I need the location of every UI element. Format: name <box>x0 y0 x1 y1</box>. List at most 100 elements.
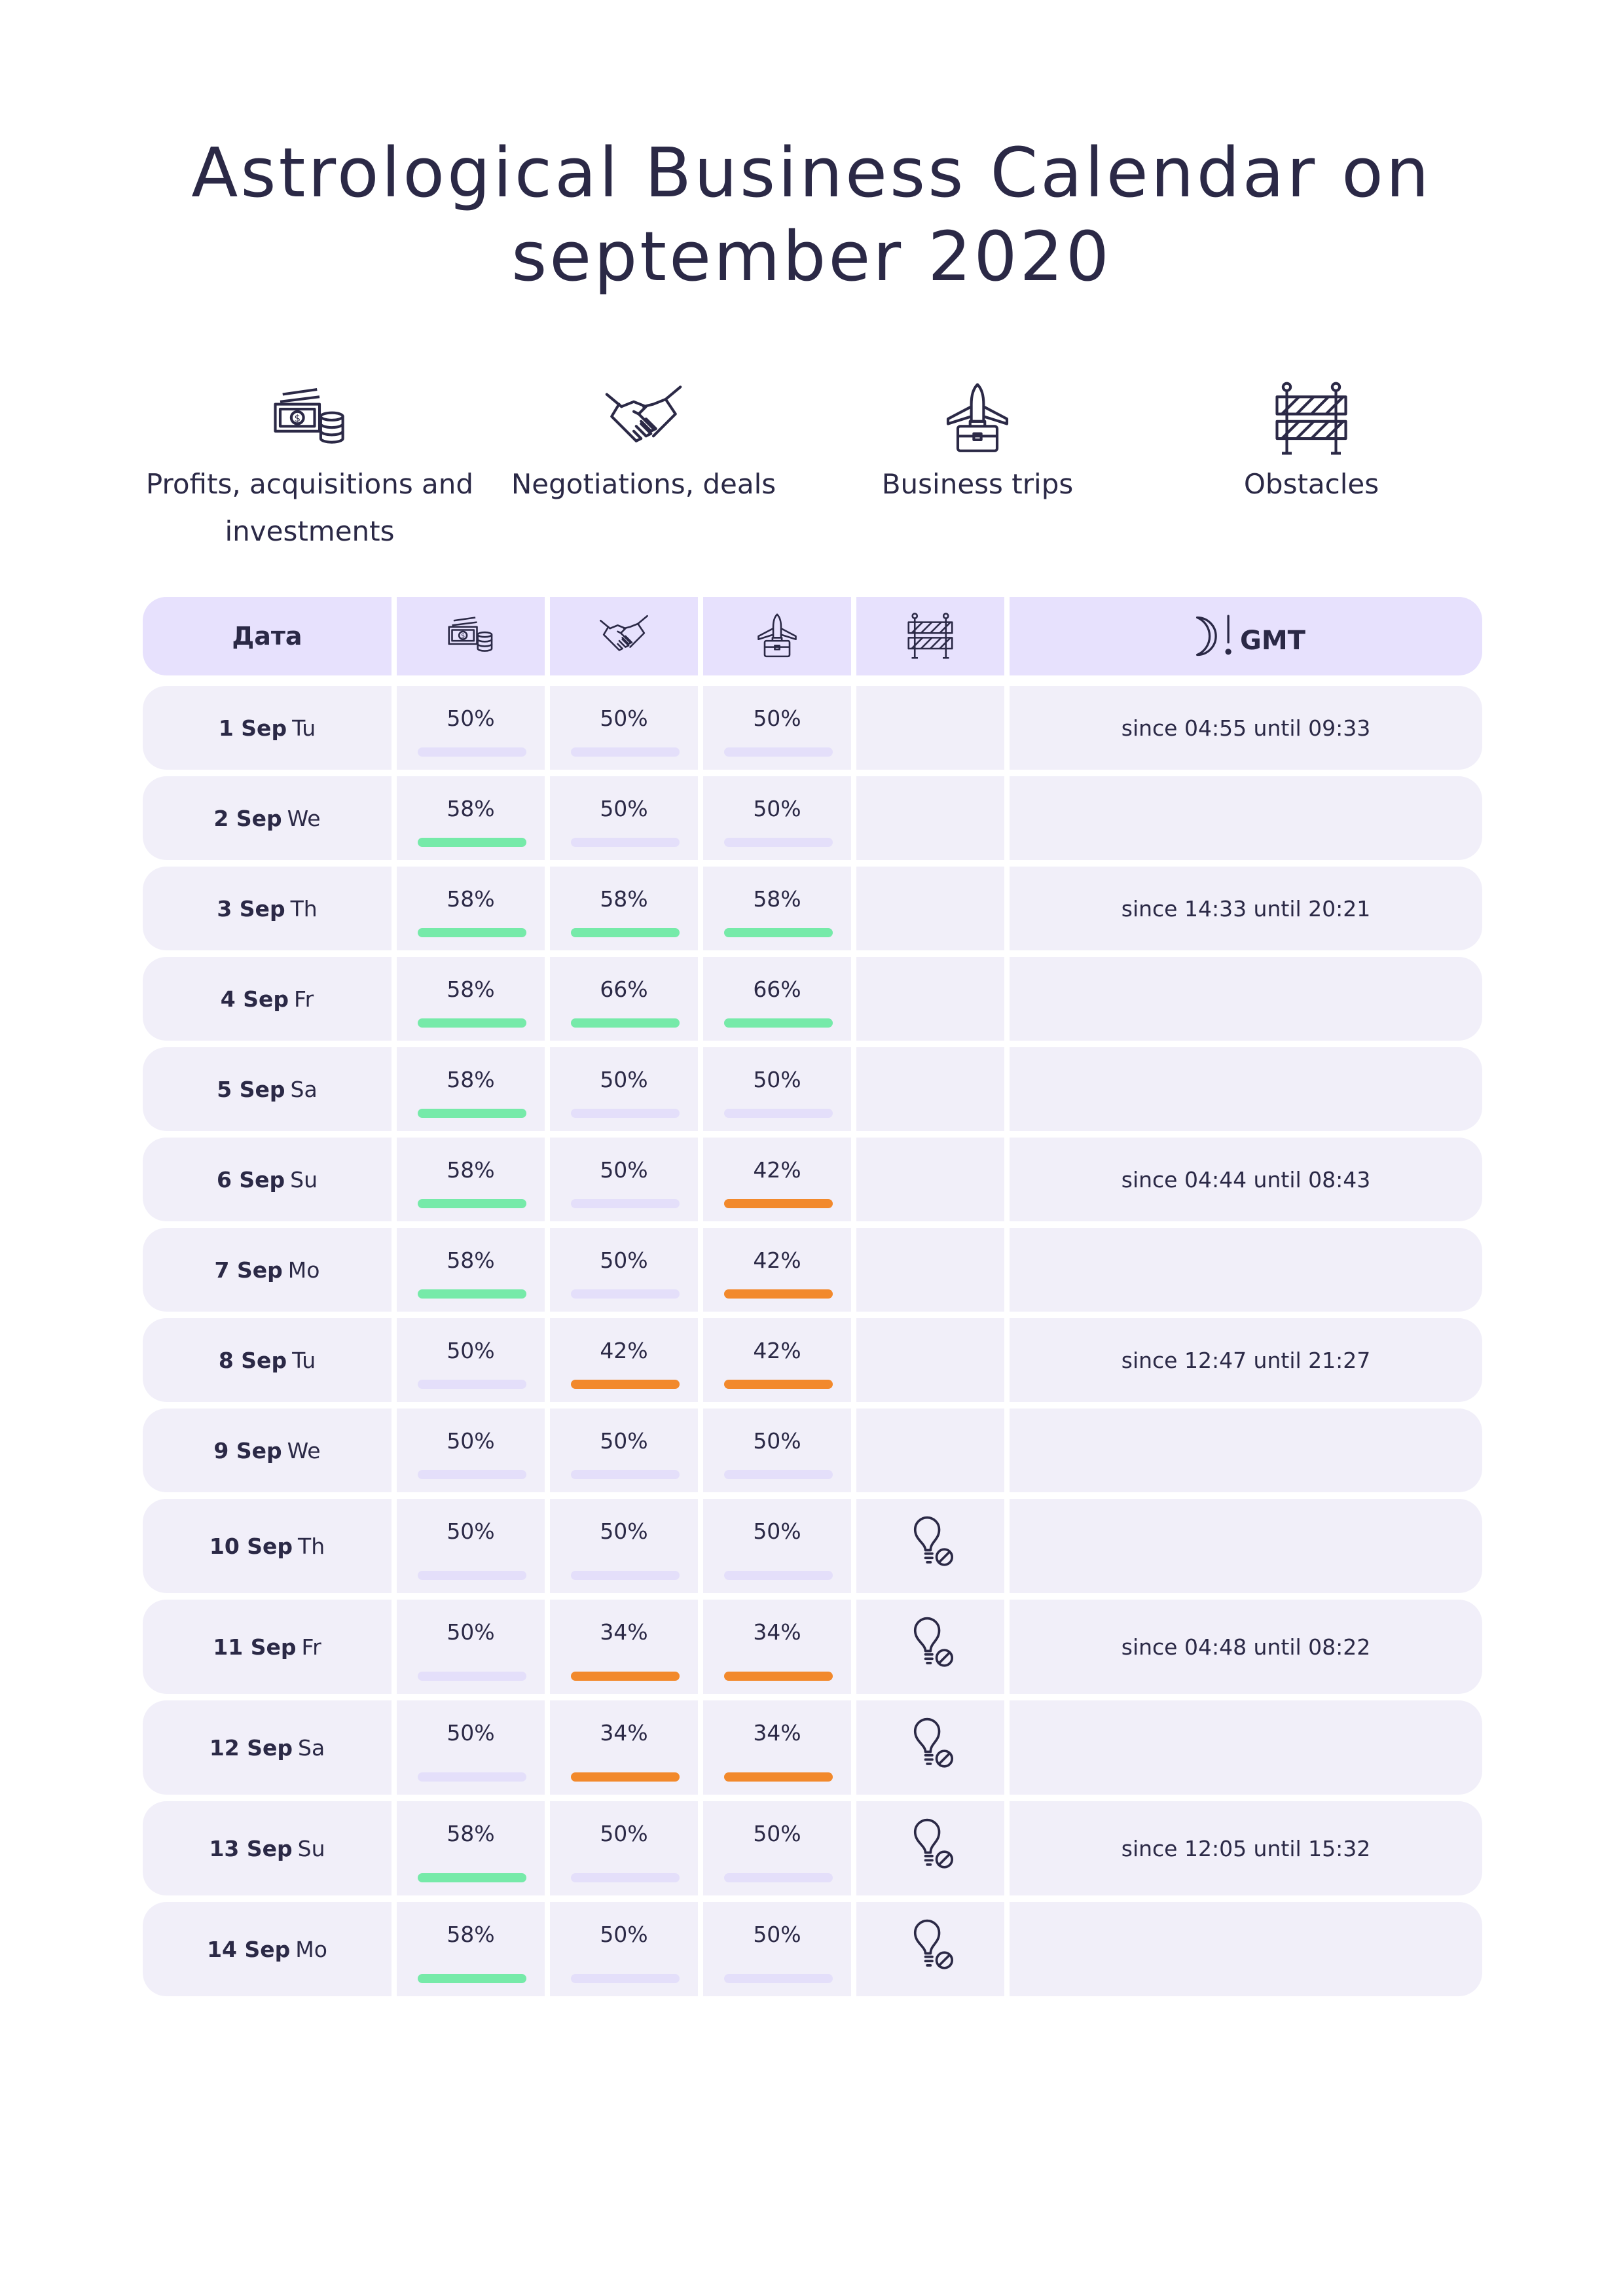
bulb-blocked-icon <box>905 1919 960 1974</box>
row-trips-bar <box>724 1199 833 1208</box>
row-profits-percent: 50% <box>447 1518 495 1544</box>
row-date: 8 Sep Tu <box>143 1318 397 1402</box>
row-deals-bar <box>571 1974 680 1983</box>
legend-item-obstacles: Obstacles <box>1144 380 1478 508</box>
header-profits <box>397 597 550 675</box>
row-profits-percent: 50% <box>447 1428 495 1454</box>
row-day: 9 Sep <box>213 1437 282 1463</box>
row-obstacle-cell <box>856 957 1010 1041</box>
row-trips-percent: 42% <box>753 1247 801 1273</box>
row-deals-bar <box>571 1289 680 1299</box>
row-trips-cell: 58% <box>703 867 856 950</box>
row-day: 11 Sep <box>213 1634 297 1660</box>
row-weekday: We <box>287 805 321 831</box>
barrier-icon <box>1272 380 1351 458</box>
bulb-blocked-icon <box>905 1717 960 1772</box>
row-profits-bar <box>418 747 526 757</box>
row-day: 12 Sep <box>209 1734 293 1761</box>
row-trips-cell: 66% <box>703 957 856 1041</box>
row-profits-cell: 58% <box>397 957 550 1041</box>
row-profits-bar <box>418 1772 526 1782</box>
row-deals-percent: 50% <box>600 1067 648 1092</box>
row-trips-bar <box>724 1974 833 1983</box>
row-profits-bar <box>418 1018 526 1028</box>
row-day: 4 Sep <box>220 986 289 1012</box>
row-obstacle-cell <box>856 1902 1010 1996</box>
row-deals-bar <box>571 838 680 847</box>
row-moon-time: since 04:48 until 08:22 <box>1121 1634 1371 1660</box>
row-day: 3 Sep <box>217 895 285 922</box>
row-weekday: Sa <box>290 1076 318 1102</box>
bulb-blocked-icon <box>905 1818 960 1873</box>
row-deals-percent: 34% <box>600 1720 648 1746</box>
row-deals-cell: 50% <box>550 1499 703 1593</box>
row-date: 12 Sep Sa <box>143 1700 397 1795</box>
row-obstacle-cell <box>856 1499 1010 1593</box>
row-profits-percent: 50% <box>447 1619 495 1645</box>
row-day: 10 Sep <box>209 1533 293 1559</box>
row-trips-cell: 50% <box>703 1408 856 1492</box>
table-row: 2 Sep We 58% 50% 50% <box>143 776 1482 860</box>
row-profits-cell: 50% <box>397 686 550 770</box>
legend-label-obstacles: Obstacles <box>1243 468 1379 500</box>
table-row: 3 Sep Th 58% 58% 58% since 14:33 until 20:21 <box>143 867 1482 950</box>
table-row: 9 Sep We 50% 50% 50% <box>143 1408 1482 1492</box>
row-profits-bar <box>418 838 526 847</box>
table-row: 12 Sep Sa 50% 34% 34% <box>143 1700 1482 1795</box>
row-obstacle-cell <box>856 1228 1010 1312</box>
row-deals-cell: 34% <box>550 1700 703 1795</box>
row-moon-time: since 12:05 until 15:32 <box>1121 1835 1371 1861</box>
row-profits-percent: 50% <box>447 1720 495 1746</box>
row-trips-bar <box>724 1289 833 1299</box>
row-day: 6 Sep <box>216 1166 285 1193</box>
row-trips-percent: 50% <box>753 706 801 731</box>
row-date: 14 Sep Mo <box>143 1902 397 1996</box>
row-trips-percent: 50% <box>753 1922 801 1947</box>
row-trips-bar <box>724 1873 833 1882</box>
row-day: 13 Sep <box>209 1835 293 1861</box>
row-profits-bar <box>418 1380 526 1389</box>
row-deals-bar <box>571 1772 680 1782</box>
row-trips-cell: 34% <box>703 1700 856 1795</box>
row-obstacle-cell <box>856 1408 1010 1492</box>
row-trips-bar <box>724 1018 833 1028</box>
row-profits-bar <box>418 1470 526 1479</box>
row-moon-time: since 04:55 until 09:33 <box>1121 715 1371 741</box>
row-deals-bar <box>571 1470 680 1479</box>
row-day: 5 Sep <box>217 1076 285 1102</box>
row-deals-bar <box>571 1109 680 1118</box>
table-row: 5 Sep Sa 58% 50% 50% <box>143 1047 1482 1131</box>
header-gmt-label: GMT <box>1240 626 1305 656</box>
row-deals-percent: 50% <box>600 1821 648 1846</box>
row-weekday: Tu <box>292 715 316 741</box>
row-obstacle-cell <box>856 1600 1010 1694</box>
row-trips-percent: 50% <box>753 1821 801 1846</box>
row-deals-percent: 66% <box>600 977 648 1002</box>
row-moon-time <box>1010 1902 1482 1996</box>
row-weekday: Fr <box>294 986 314 1012</box>
row-profits-cell: 58% <box>397 867 550 950</box>
row-deals-bar <box>571 1571 680 1580</box>
row-obstacle-cell <box>856 1801 1010 1895</box>
row-profits-cell: 58% <box>397 1138 550 1221</box>
row-profits-percent: 58% <box>447 1922 495 1947</box>
row-moon-time: since 04:44 until 08:43 <box>1121 1166 1371 1193</box>
row-moon-time <box>1010 1499 1482 1593</box>
row-moon-time <box>1010 1700 1482 1795</box>
row-trips-percent: 50% <box>753 796 801 821</box>
moon-warning-icon <box>1186 611 1236 661</box>
row-trips-bar <box>724 1672 833 1681</box>
row-trips-bar <box>724 1772 833 1782</box>
row-moon-time <box>1010 1408 1482 1492</box>
row-weekday: Tu <box>292 1347 316 1373</box>
legend-item-profits: Profits, acquisitions and investments <box>143 380 477 555</box>
row-date: 6 Sep Su <box>143 1138 397 1221</box>
row-trips-cell: 50% <box>703 1801 856 1895</box>
row-profits-cell: 50% <box>397 1499 550 1593</box>
header-deals <box>550 597 703 675</box>
row-deals-bar <box>571 928 680 937</box>
row-profits-percent: 58% <box>447 796 495 821</box>
row-obstacle-cell <box>856 1138 1010 1221</box>
row-date: 4 Sep Fr <box>143 957 397 1041</box>
calendar-table: Дата GMT 1 Sep Tu 50% 50% 50% since 04:55 unt… <box>143 597 1482 2003</box>
